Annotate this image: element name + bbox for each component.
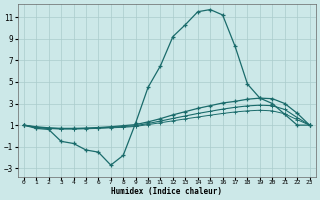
X-axis label: Humidex (Indice chaleur): Humidex (Indice chaleur): [111, 187, 222, 196]
